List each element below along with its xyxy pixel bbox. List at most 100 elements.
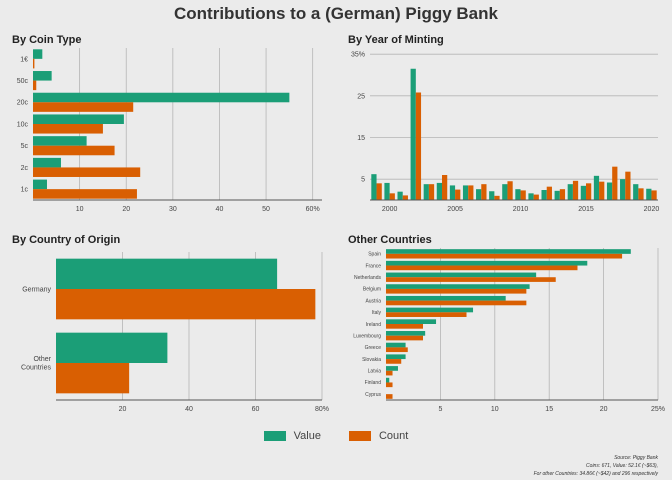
source-line: Source: Piggy Bank xyxy=(614,455,658,461)
bar-count xyxy=(428,184,435,200)
bar-value xyxy=(633,184,639,200)
bar-count xyxy=(386,370,393,376)
bar-value xyxy=(449,185,456,200)
bar-value xyxy=(580,185,586,200)
x-tick-label: 80% xyxy=(315,406,329,413)
x-tick-label: 10 xyxy=(491,406,499,413)
bar-count xyxy=(559,189,566,200)
bar-value xyxy=(476,189,482,200)
bar-value xyxy=(593,175,600,200)
category-label: Belgium xyxy=(363,287,381,293)
x-tick-label: 15 xyxy=(545,406,553,413)
bar-value xyxy=(384,182,390,200)
bar-count xyxy=(33,145,115,156)
bar-value xyxy=(386,377,390,383)
bar-value xyxy=(386,319,437,324)
bar-value xyxy=(386,331,426,336)
chart-title: Contributions to a (German) Piggy Bank xyxy=(174,4,498,23)
x-tick-label: 2000 xyxy=(382,206,398,213)
category-label: Greece xyxy=(365,345,382,351)
bar-value xyxy=(436,182,442,200)
bar-count xyxy=(386,277,556,282)
bar-count xyxy=(386,312,467,317)
year-panel-title: By Year of Minting xyxy=(348,34,444,46)
x-tick-label: 2020 xyxy=(644,206,660,213)
bar-value xyxy=(620,179,626,200)
bar-value xyxy=(386,354,406,360)
bar-count xyxy=(386,253,623,259)
bar-count xyxy=(33,102,134,112)
bar-value xyxy=(502,184,508,200)
x-tick-label: 2005 xyxy=(447,206,463,213)
bar-count xyxy=(389,193,395,200)
bar-count xyxy=(386,335,423,341)
year-of-minting-chart: 5 15 25 35% 2000 2005 2010 2015 2020 xyxy=(351,52,660,213)
category-label: Spain xyxy=(368,252,381,258)
bar-count xyxy=(507,181,513,200)
bar-count xyxy=(386,288,527,294)
bar-count xyxy=(33,58,35,69)
bar-count xyxy=(442,175,448,200)
legend-swatch-value xyxy=(263,431,286,441)
bar-value xyxy=(56,332,168,363)
bar-count xyxy=(494,195,500,200)
bar-value xyxy=(386,366,398,371)
bar-value xyxy=(489,191,495,200)
legend-item-count: Count xyxy=(348,430,409,442)
bar-count xyxy=(386,300,527,306)
x-tick-label: 20 xyxy=(600,406,608,413)
bar-count xyxy=(572,180,579,200)
bar-count xyxy=(533,194,539,200)
bar-value xyxy=(423,184,429,200)
bar-count xyxy=(33,167,141,177)
coin-panel-title: By Coin Type xyxy=(12,34,82,46)
bar-count xyxy=(625,171,631,200)
legend-swatch-count xyxy=(348,431,371,441)
category-label: Austria xyxy=(365,298,381,304)
category-label: France xyxy=(365,263,381,269)
category-label: Ireland xyxy=(366,322,382,328)
bar-count xyxy=(386,324,423,329)
bar-count xyxy=(56,289,316,320)
bar-value xyxy=(646,188,652,200)
category-label: Slovakia xyxy=(362,357,381,363)
bar-value xyxy=(386,342,406,348)
y-tick-label: 25 xyxy=(357,93,365,100)
bar-count xyxy=(56,363,130,394)
other-countries-chart: 5 10 15 20 25% Spain France Netherlands Belgium A… xyxy=(353,248,665,413)
bar-count xyxy=(520,190,526,200)
other-totals-line: For other Countries: 34.86€ (~$42) and 2… xyxy=(533,471,658,477)
bar-count xyxy=(638,188,644,200)
bar-value xyxy=(386,272,537,278)
category-label: 1c xyxy=(21,187,29,194)
category-label: 20c xyxy=(17,100,29,107)
bar-value xyxy=(386,249,631,254)
country-panel-title: By Country of Origin xyxy=(12,234,121,246)
legend: Value Count xyxy=(0,430,672,442)
category-label: 5c xyxy=(21,143,29,150)
bar-value xyxy=(33,92,290,103)
bar-count xyxy=(586,183,592,200)
x-tick-label: 10 xyxy=(76,206,84,213)
x-tick-label: 2010 xyxy=(513,206,529,213)
legend-label-count: Count xyxy=(378,430,409,442)
bar-value xyxy=(33,71,52,81)
bar-value xyxy=(554,190,560,200)
y-tick-label: 5 xyxy=(361,177,365,184)
category-label: Italy xyxy=(372,310,382,316)
bar-value xyxy=(397,191,403,200)
bar-count xyxy=(546,186,552,200)
bar-count xyxy=(415,92,422,200)
y-tick-label: 15 xyxy=(357,135,365,142)
bar-count xyxy=(376,183,382,200)
bar-value xyxy=(56,258,278,289)
bar-value xyxy=(386,284,530,289)
x-tick-label: 25% xyxy=(651,406,665,413)
bar-count xyxy=(386,382,393,388)
bar-count xyxy=(468,185,474,200)
bar-count xyxy=(386,347,408,353)
x-tick-label: 60 xyxy=(252,406,260,413)
coin-type-chart: 10 20 30 40 50 60% 1€ 50c 20c 10c 5c 2c 1c xyxy=(17,48,322,213)
bar-count xyxy=(33,80,37,91)
bar-value xyxy=(567,184,573,200)
